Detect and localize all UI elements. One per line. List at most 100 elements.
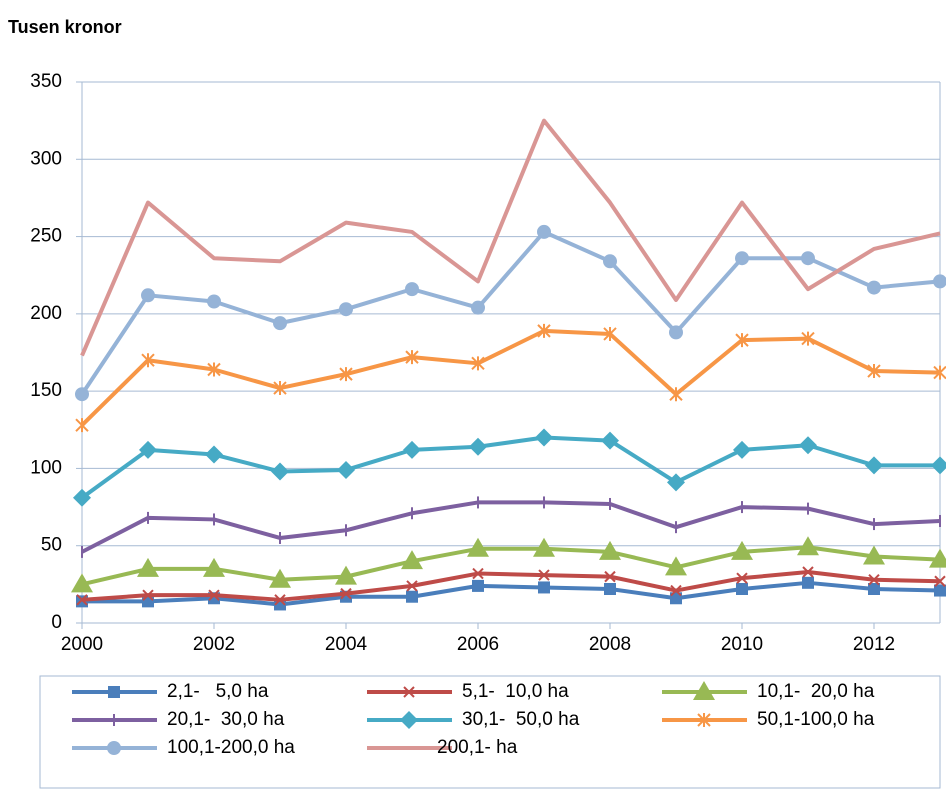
series-line	[81, 545, 941, 587]
legend-label: 30,1- 50,0 ha	[462, 709, 580, 730]
data-point	[933, 365, 946, 380]
chart-title: Tusen kronor	[8, 17, 122, 37]
legend-label: 10,1- 20,0 ha	[757, 681, 875, 702]
legend-box	[39, 675, 941, 789]
x-tick-label: 2002	[193, 634, 235, 655]
y-tick-label: 50	[41, 535, 62, 556]
data-point	[802, 576, 814, 589]
legend-label: 20,1- 30,0 ha	[167, 709, 285, 730]
x-tick-label: 2012	[853, 634, 895, 655]
data-point	[537, 323, 551, 338]
data-point	[799, 436, 817, 455]
data-point	[207, 362, 221, 377]
data-point	[142, 589, 154, 601]
y-tick-label: 250	[30, 226, 62, 247]
data-point	[274, 594, 286, 606]
data-point	[733, 440, 751, 459]
data-point	[75, 387, 89, 402]
data-point	[934, 575, 946, 587]
data-point	[141, 288, 155, 303]
data-point	[868, 574, 880, 586]
data-point	[71, 573, 93, 593]
data-point	[868, 582, 880, 595]
data-point	[203, 557, 225, 577]
data-point	[735, 333, 749, 348]
data-point	[801, 251, 815, 266]
data-point	[403, 440, 421, 459]
series-line	[81, 569, 941, 602]
y-tick-label: 350	[30, 71, 62, 92]
legend-marker	[693, 681, 715, 700]
x-tick-label: 2000	[61, 634, 103, 655]
data-point	[670, 592, 682, 605]
legend-label: 50,1-100,0 ha	[757, 709, 875, 730]
data-point	[273, 381, 287, 396]
data-point	[802, 566, 814, 578]
x-tick-label: 2006	[457, 634, 499, 655]
data-point	[471, 300, 485, 315]
data-point	[538, 569, 550, 581]
legend-marker	[697, 713, 711, 727]
data-point	[667, 473, 685, 492]
data-point	[406, 580, 418, 592]
data-point	[603, 254, 617, 269]
data-point	[604, 570, 616, 583]
data-point	[537, 224, 551, 239]
data-point	[801, 331, 815, 346]
legend-marker	[108, 686, 120, 698]
legend-marker	[400, 711, 418, 729]
series-line	[80, 328, 941, 427]
data-point	[273, 316, 287, 331]
x-tick-label: 2004	[325, 634, 368, 655]
data-point	[339, 302, 353, 317]
data-point	[405, 282, 419, 297]
data-point	[535, 428, 553, 447]
data-point	[669, 387, 683, 402]
data-point	[736, 582, 748, 595]
data-point	[205, 445, 223, 464]
data-point	[73, 488, 91, 507]
data-point	[405, 350, 419, 365]
data-point	[337, 460, 355, 479]
legend-label: 2,1- 5,0 ha	[167, 681, 269, 702]
data-point	[867, 364, 881, 379]
data-point	[797, 536, 819, 556]
data-point	[208, 589, 220, 601]
data-point	[467, 537, 489, 557]
data-point	[865, 456, 883, 475]
y-tick-label: 100	[30, 457, 62, 478]
data-point	[472, 579, 484, 592]
data-point	[139, 440, 157, 459]
data-point	[735, 251, 749, 266]
data-point	[867, 280, 881, 295]
x-tick-label: 2010	[721, 634, 763, 655]
data-point	[269, 568, 291, 588]
data-point	[406, 590, 418, 603]
data-point	[929, 548, 946, 568]
data-point	[207, 294, 221, 309]
data-point	[933, 274, 946, 289]
series-line	[81, 500, 941, 554]
series-line	[82, 580, 941, 607]
y-tick-label: 200	[30, 303, 62, 324]
legend-label: 100,1-200,0 ha	[167, 737, 295, 758]
data-point	[604, 582, 616, 595]
legend-label: 5,1- 10,0 ha	[462, 681, 569, 702]
data-point	[339, 367, 353, 382]
data-point	[731, 540, 753, 560]
data-point	[931, 456, 946, 475]
data-point	[934, 584, 946, 597]
data-point	[76, 594, 88, 606]
data-point	[533, 537, 555, 557]
legend-marker	[107, 741, 121, 755]
data-point	[599, 540, 621, 560]
series-line	[80, 118, 941, 357]
data-point	[670, 584, 682, 597]
data-point	[340, 587, 352, 600]
series-line	[80, 229, 941, 396]
data-point	[471, 356, 485, 371]
legend-marker	[403, 686, 415, 698]
data-point	[603, 326, 617, 341]
x-tick-label: 2008	[589, 634, 631, 655]
